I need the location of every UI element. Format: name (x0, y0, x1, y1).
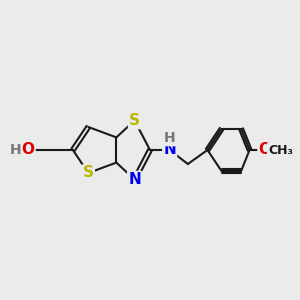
Text: O: O (22, 142, 34, 158)
Text: O: O (259, 142, 272, 158)
Text: H: H (10, 143, 21, 157)
Text: CH₃: CH₃ (268, 143, 293, 157)
Text: S: S (129, 113, 140, 128)
Text: N: N (163, 142, 176, 158)
Text: S: S (83, 166, 94, 181)
Text: N: N (128, 172, 141, 187)
Text: H: H (164, 131, 176, 145)
